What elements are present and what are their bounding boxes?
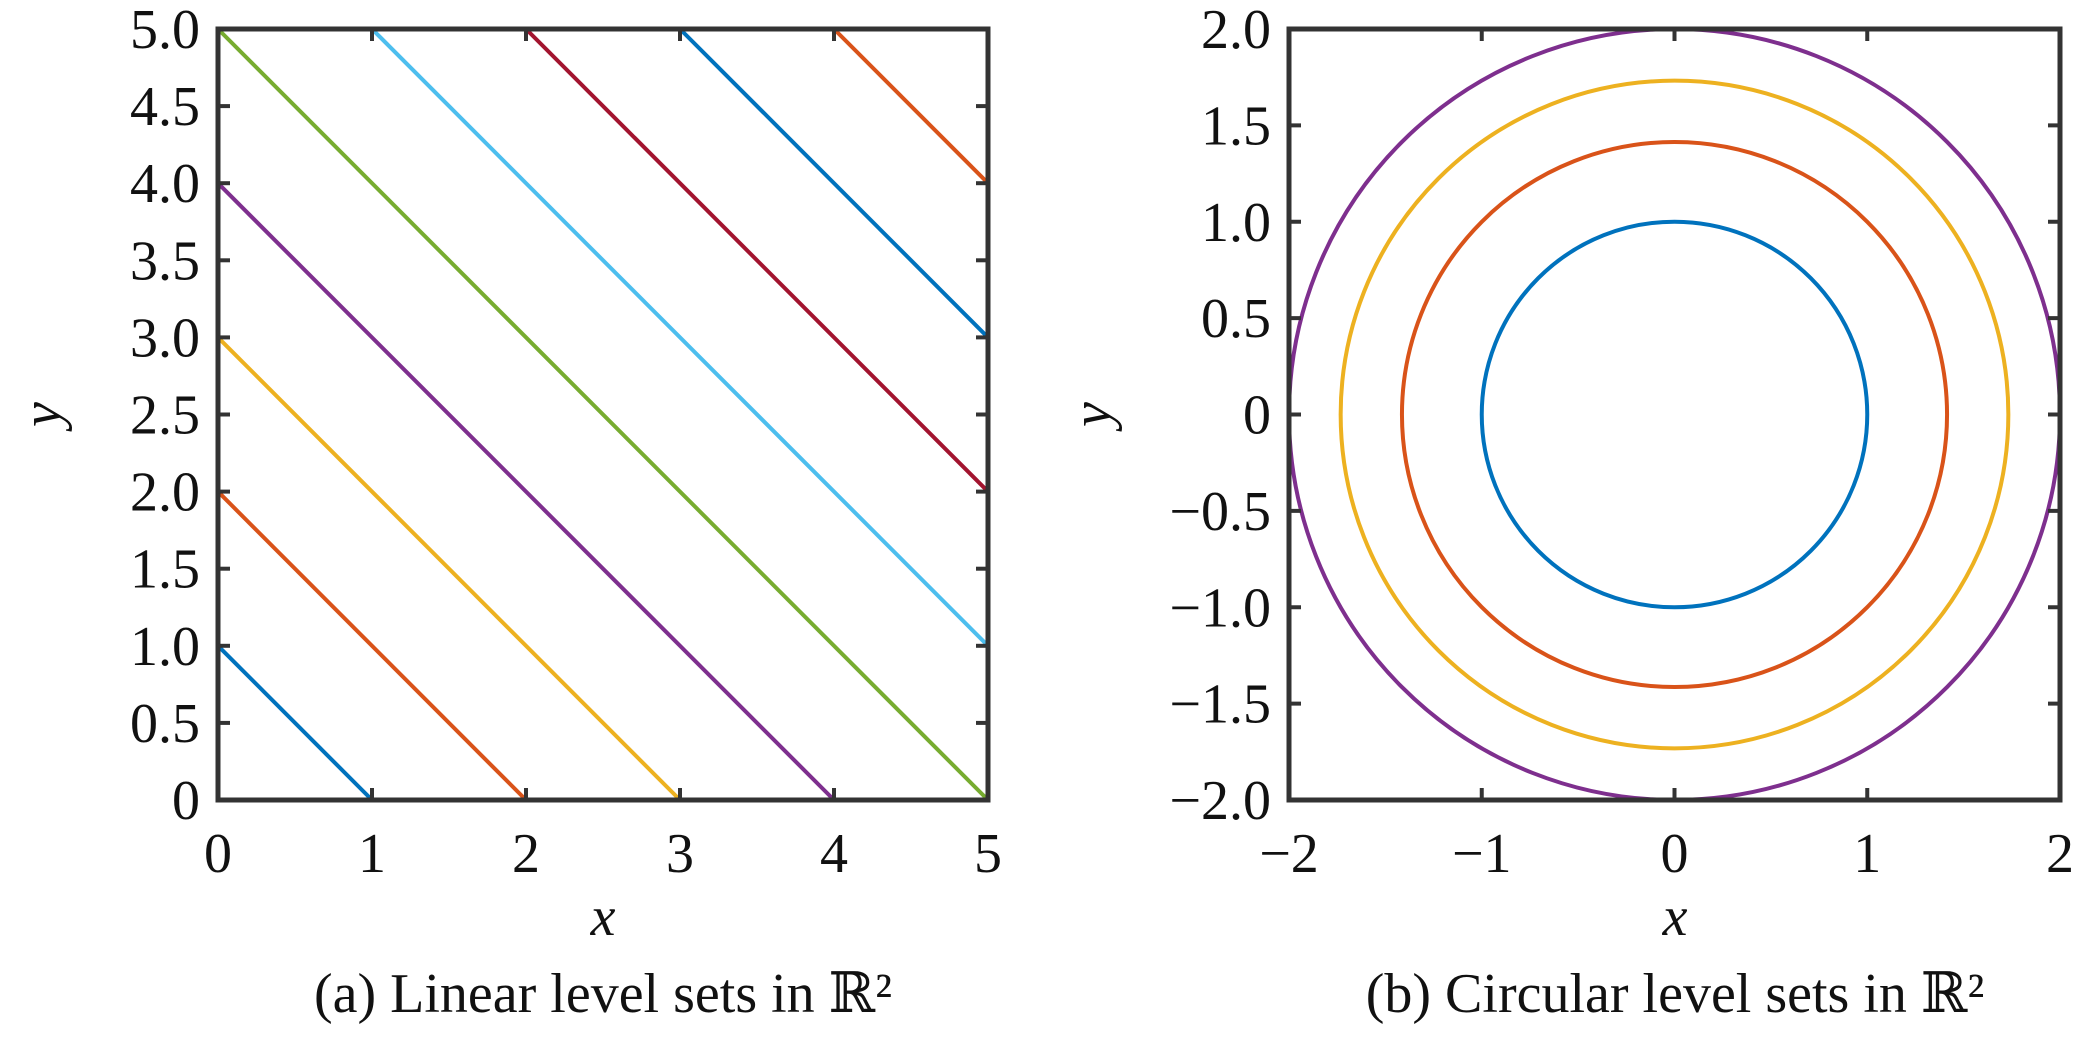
x-tick-label: −2 xyxy=(1259,823,1319,885)
level-set-line-2 xyxy=(216,490,528,802)
y-tick-label: 2.0 xyxy=(130,462,200,524)
y-tick-label: 1.0 xyxy=(1201,192,1271,254)
x-tick-label: 2 xyxy=(2046,823,2074,885)
y-tick-label: 0 xyxy=(1243,385,1271,447)
level-set-line-9 xyxy=(832,27,990,185)
y-axis-label: y xyxy=(11,402,73,432)
level-set-line-8 xyxy=(678,27,990,339)
level-set-circle-2 xyxy=(1399,139,1950,690)
y-tick-label: 2.0 xyxy=(1201,0,1271,61)
y-tick-label: −1.5 xyxy=(1169,674,1271,736)
x-tick-label: 0 xyxy=(204,823,232,885)
y-tick-label: −1.0 xyxy=(1169,577,1271,639)
x-tick-label: 3 xyxy=(666,823,694,885)
y-tick-label: 0.5 xyxy=(1201,288,1271,350)
level-set-line-1 xyxy=(216,644,374,802)
y-tick-label: 1.0 xyxy=(130,616,200,678)
x-axis-label: x xyxy=(1662,886,1688,948)
level-set-line-7 xyxy=(524,27,990,494)
series-group xyxy=(216,27,990,802)
level-set-line-5 xyxy=(216,27,990,802)
level-set-line-4 xyxy=(216,181,836,802)
x-tick-label: 1 xyxy=(1853,823,1881,885)
y-tick-label: 1.5 xyxy=(1201,95,1271,157)
level-set-circle-4 xyxy=(1287,27,2062,802)
panel-caption: (b) Circular level sets in ℝ² xyxy=(1366,963,1985,1025)
y-tick-label: 4.5 xyxy=(130,76,200,138)
x-tick-label: 1 xyxy=(358,823,386,885)
panel-circular-level-sets: −2 −1 0 1 2 −2.0 −1.5 −1.0 −0.5 0 0.5 1.0 1.5 2.0 x y (b… xyxy=(1061,0,2074,1025)
y-tick-label: 4.0 xyxy=(130,153,200,215)
level-set-circle-1 xyxy=(1479,219,1870,610)
series-group xyxy=(1287,27,2062,802)
x-tick-label: 4 xyxy=(820,823,848,885)
y-tick-label: −0.5 xyxy=(1169,481,1271,543)
y-tick-label: −2.0 xyxy=(1169,770,1271,832)
y-tick-label: 5.0 xyxy=(130,0,200,61)
x-axis-label: x xyxy=(590,886,616,948)
y-tick-label: 3.5 xyxy=(130,230,200,292)
x-tick-label: 5 xyxy=(974,823,1002,885)
y-tick-label: 3.0 xyxy=(130,307,200,369)
level-set-circle-3 xyxy=(1338,78,2011,751)
level-set-line-3 xyxy=(216,335,682,802)
y-axis-label: y xyxy=(1061,402,1123,432)
y-tick-label: 2.5 xyxy=(130,385,200,447)
x-tick-label: 0 xyxy=(1661,823,1689,885)
y-tick-label: 1.5 xyxy=(130,539,200,601)
axes-frame xyxy=(1286,26,2063,803)
y-tick-label: 0 xyxy=(172,770,200,832)
y-tick-label: 0.5 xyxy=(130,693,200,755)
x-tick-label: 2 xyxy=(512,823,540,885)
level-set-line-6 xyxy=(370,27,990,648)
panel-linear-level-sets: 0 1 2 3 4 5 0 0.5 1.0 1.5 2.0 2.5 3.0 3.5 4.0 4.5 5.0 x y (… xyxy=(11,0,1002,1025)
x-tick-label: −1 xyxy=(1452,823,1512,885)
panel-caption: (a) Linear level sets in ℝ² xyxy=(314,963,892,1025)
